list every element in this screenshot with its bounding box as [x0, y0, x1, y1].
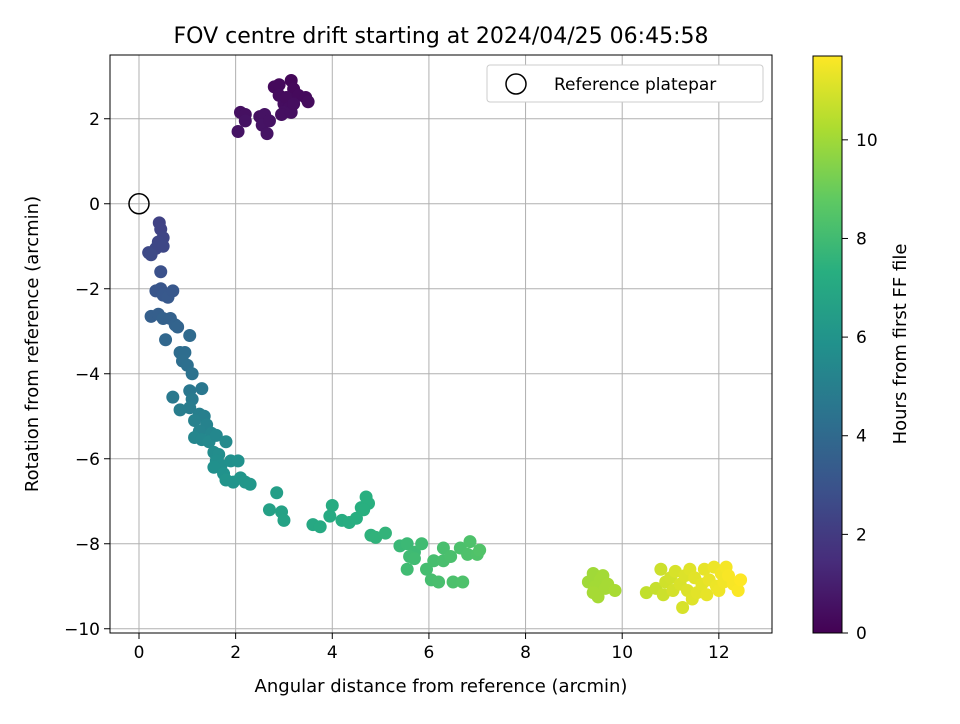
colorbar-ticks: 0 2 4 6 8 10: [842, 131, 878, 644]
y-tick-label: −2: [75, 280, 100, 300]
data-point: [700, 588, 714, 602]
x-axis-ticks: 0 2 4 6 8 10 12: [134, 633, 730, 663]
data-point: [444, 550, 458, 563]
x-tick-label: 0: [134, 643, 145, 663]
data-point: [301, 95, 315, 109]
data-point: [420, 562, 434, 576]
data-point: [287, 97, 301, 111]
data-point: [473, 543, 487, 557]
x-axis-label: Angular distance from reference (arcmin): [255, 676, 628, 697]
y-axis-label: Rotation from reference (arcmin): [22, 196, 43, 492]
data-point: [171, 320, 185, 334]
data-point: [461, 547, 475, 561]
data-point: [446, 575, 460, 589]
y-tick-label: −10: [64, 620, 100, 640]
data-point: [731, 584, 745, 597]
data-point: [697, 562, 711, 576]
data-point: [400, 562, 414, 576]
legend: Reference platepar: [486, 64, 764, 103]
data-point: [209, 428, 223, 442]
colorbar-tick-label: 4: [856, 427, 867, 447]
data-point: [262, 114, 276, 128]
data-point: [207, 460, 221, 474]
data-point: [734, 573, 748, 587]
data-point: [349, 511, 363, 525]
data-point: [427, 554, 441, 568]
data-point: [173, 403, 187, 417]
data-point: [156, 239, 170, 253]
colorbar: 0 2 4 6 8 10 Hours from first FF file: [812, 55, 911, 644]
colorbar-tick-label: 10: [856, 131, 878, 151]
data-point: [219, 435, 233, 449]
colorbar-tick-label: 8: [856, 229, 867, 249]
data-point: [154, 265, 168, 279]
data-point: [166, 284, 180, 298]
reference-marker-group: [128, 193, 150, 215]
y-tick-label: 0: [89, 195, 100, 215]
data-point: [262, 503, 276, 517]
data-point: [188, 414, 202, 427]
data-point: [231, 454, 245, 468]
data-point: [231, 125, 245, 138]
data-points: [142, 74, 748, 614]
x-tick-label: 4: [327, 643, 338, 663]
data-point: [400, 537, 414, 551]
data-point: [323, 509, 337, 523]
x-tick-label: 8: [520, 643, 531, 663]
y-tick-label: 2: [89, 110, 100, 130]
colorbar-tick-label: 0: [856, 624, 867, 644]
data-point: [463, 535, 477, 549]
y-axis-ticks: −10 −8 −6 −4 −2 0 2: [64, 110, 110, 640]
data-point: [260, 127, 274, 141]
data-point: [270, 486, 284, 500]
data-point: [183, 329, 197, 342]
data-point: [185, 367, 199, 381]
data-point: [586, 586, 600, 600]
data-point: [608, 584, 622, 597]
colorbar-tick-label: 2: [856, 525, 867, 545]
y-tick-label: −6: [75, 450, 100, 470]
data-point: [166, 390, 180, 404]
y-tick-label: −8: [75, 535, 100, 555]
x-tick-label: 12: [708, 643, 730, 663]
data-point: [654, 562, 668, 576]
data-point: [357, 503, 371, 517]
plot-frame: [109, 54, 773, 634]
data-point: [415, 537, 429, 551]
data-point: [378, 526, 392, 540]
colorbar-gradient: [812, 55, 843, 634]
y-tick-label: −4: [75, 365, 100, 385]
data-point: [313, 520, 327, 534]
x-tick-label: 6: [424, 643, 435, 663]
data-point: [238, 114, 252, 128]
data-point: [183, 401, 197, 415]
reference-platepar-marker: [128, 193, 150, 215]
data-point: [432, 575, 446, 589]
data-point: [243, 477, 257, 491]
colorbar-label: Hours from first FF file: [890, 244, 911, 445]
legend-marker-icon: [505, 73, 527, 95]
legend-box: [486, 64, 764, 103]
data-point: [325, 499, 339, 512]
grid-lines: [110, 55, 772, 633]
x-tick-label: 10: [611, 643, 633, 663]
data-point: [456, 575, 470, 589]
data-point: [159, 333, 173, 347]
data-point: [436, 541, 450, 555]
data-point: [272, 78, 286, 92]
x-tick-label: 2: [230, 643, 241, 663]
data-point: [195, 382, 209, 396]
legend-entry-label: Reference platepar: [554, 75, 716, 95]
data-point: [407, 552, 421, 566]
colorbar-tick-label: 6: [856, 328, 867, 348]
data-point: [275, 108, 289, 121]
data-point: [144, 248, 158, 262]
chart-title: FOV centre drift starting at 2024/04/25 …: [174, 24, 709, 49]
data-point: [277, 513, 291, 527]
data-point: [676, 601, 690, 614]
